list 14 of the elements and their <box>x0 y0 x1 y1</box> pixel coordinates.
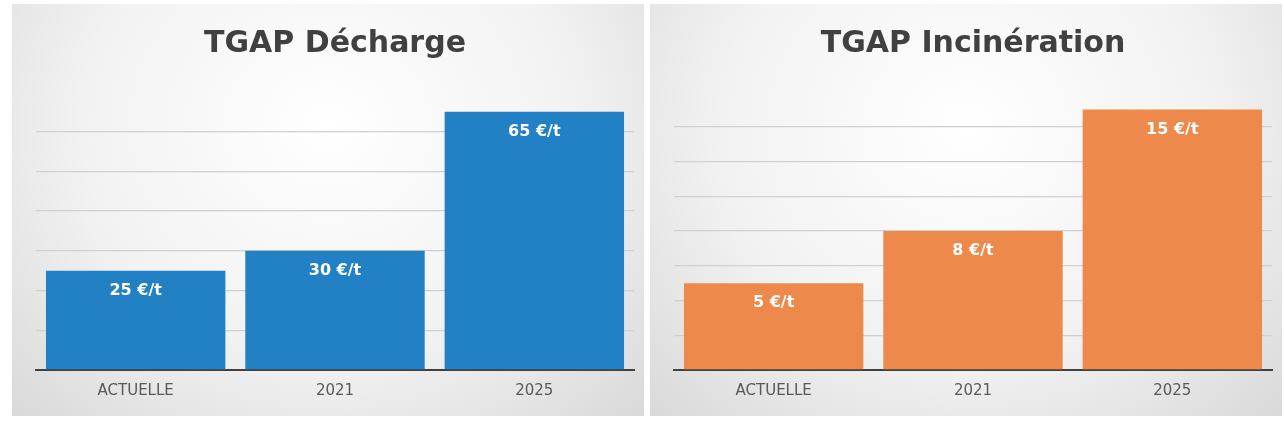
x-tick-label: ACTUELLE <box>735 380 812 399</box>
chart-title: TGAP Décharge <box>204 23 466 59</box>
chart-title: TGAP Incinération <box>820 23 1126 59</box>
x-tick-label: 2025 <box>515 380 554 399</box>
data-label: 25 €/t <box>109 279 163 299</box>
x-tick-label: 2021 <box>315 380 355 399</box>
x-tick-label: ACTUELLE <box>97 380 174 399</box>
data-label: 65 €/t <box>508 121 561 141</box>
x-tick-label: 2021 <box>953 380 993 399</box>
data-label: 8 €/t <box>952 240 995 260</box>
data-label: 30 €/t <box>308 260 362 280</box>
x-tick-label: 2025 <box>1153 380 1192 399</box>
data-label: 5 €/t <box>753 292 795 312</box>
data-label: 15 €/t <box>1146 118 1199 138</box>
